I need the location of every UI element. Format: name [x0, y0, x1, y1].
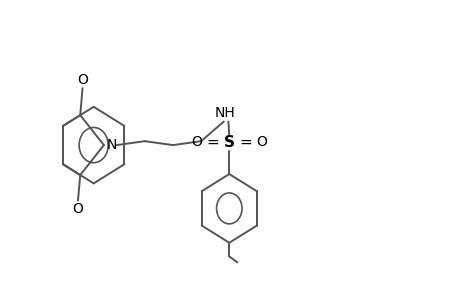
Text: O: O — [256, 135, 267, 149]
Text: S: S — [224, 135, 234, 150]
Text: O: O — [77, 73, 88, 87]
Text: =: = — [239, 135, 252, 150]
Text: O: O — [73, 202, 83, 216]
Text: O: O — [191, 135, 202, 149]
Text: =: = — [206, 135, 219, 150]
Text: NH: NH — [214, 106, 235, 120]
Text: N: N — [106, 138, 117, 152]
